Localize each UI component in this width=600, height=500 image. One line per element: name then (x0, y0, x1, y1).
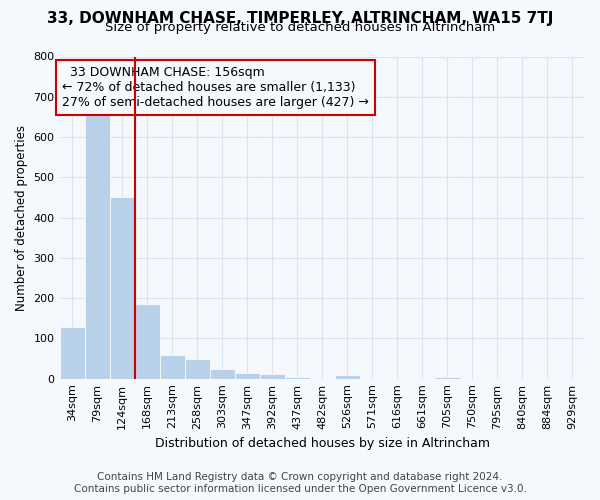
Bar (160, 354, 185, 378)
X-axis label: Distribution of detached houses by size in Altrincham: Distribution of detached houses by size … (155, 437, 490, 450)
Bar (435, 376, 460, 378)
Bar (260, 374, 285, 378)
Bar (110, 198, 134, 378)
Bar (85, 113, 110, 378)
Bar (59, 327, 85, 378)
Bar (209, 368, 235, 378)
Bar (335, 376, 360, 378)
Bar (185, 360, 209, 378)
Bar (235, 374, 260, 378)
Text: 33, DOWNHAM CHASE, TIMPERLEY, ALTRINCHAM, WA15 7TJ: 33, DOWNHAM CHASE, TIMPERLEY, ALTRINCHAM… (47, 11, 553, 26)
Text: Size of property relative to detached houses in Altrincham: Size of property relative to detached ho… (105, 21, 495, 34)
Bar (134, 304, 160, 378)
Text: 33 DOWNHAM CHASE: 156sqm  
← 72% of detached houses are smaller (1,133)
27% of s: 33 DOWNHAM CHASE: 156sqm ← 72% of detach… (62, 66, 369, 109)
Bar (285, 376, 310, 378)
Text: Contains HM Land Registry data © Crown copyright and database right 2024.
Contai: Contains HM Land Registry data © Crown c… (74, 472, 526, 494)
Y-axis label: Number of detached properties: Number of detached properties (15, 124, 28, 310)
